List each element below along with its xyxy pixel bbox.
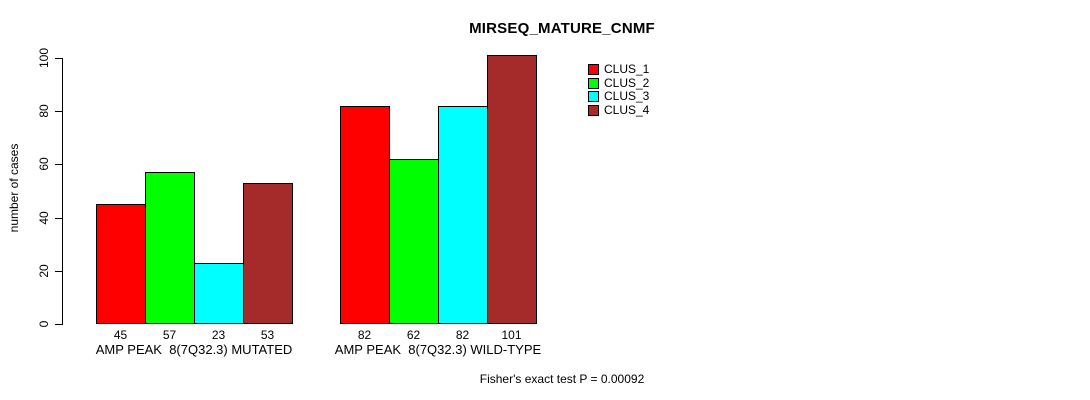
bar-value-label: 101 — [501, 328, 522, 342]
bar-clus_3-group1 — [194, 263, 244, 324]
legend-label: CLUS_4 — [604, 103, 650, 117]
legend-item-clus_4: CLUS_4 — [588, 103, 650, 117]
fisher-test-annotation: Fisher's exact test P = 0.00092 — [479, 372, 645, 386]
legend-item-clus_1: CLUS_1 — [588, 62, 650, 76]
chart-title: MIRSEQ_MATURE_CNMF — [469, 20, 655, 37]
y-tick-mark — [55, 164, 62, 165]
bar-value-label: 53 — [260, 328, 275, 342]
y-tick-mark — [55, 271, 62, 272]
bar-value-label: 82 — [357, 328, 372, 342]
bar-value-label: 82 — [455, 328, 470, 342]
y-tick-label: 60 — [37, 157, 51, 171]
legend-swatch-icon — [588, 63, 599, 75]
bar-clus_1-group1 — [96, 204, 146, 324]
bar-clus_4-group1 — [243, 183, 293, 324]
bar-clus_1-group2 — [340, 106, 390, 324]
bar-value-label: 57 — [162, 328, 177, 342]
legend-label: CLUS_1 — [604, 62, 650, 76]
legend-swatch-icon — [588, 104, 599, 116]
legend-swatch-icon — [588, 90, 599, 102]
y-tick-label: 80 — [37, 104, 51, 118]
legend-item-clus_2: CLUS_2 — [588, 76, 650, 90]
y-tick-mark — [55, 111, 62, 112]
group-label: AMP PEAK 8(7Q32.3) MUTATED — [95, 342, 293, 357]
bar-clus_3-group2 — [438, 106, 488, 324]
legend-swatch-icon — [588, 77, 599, 89]
bar-value-label: 45 — [113, 328, 128, 342]
legend-label: CLUS_3 — [604, 89, 650, 103]
y-tick-mark — [55, 324, 62, 325]
legend-label: CLUS_2 — [604, 76, 650, 90]
bar-clus_2-group1 — [145, 172, 195, 324]
y-tick-label: 100 — [37, 47, 51, 69]
y-tick-label: 40 — [37, 211, 51, 225]
bar-value-label: 23 — [211, 328, 226, 342]
y-axis-line — [62, 58, 63, 325]
y-tick-label: 20 — [37, 264, 51, 278]
y-tick-mark — [55, 58, 62, 59]
legend-item-clus_3: CLUS_3 — [588, 89, 650, 103]
y-tick-mark — [55, 218, 62, 219]
y-axis-label: number of cases — [7, 143, 21, 233]
y-tick-label: 0 — [37, 320, 51, 328]
bar-clus_2-group2 — [389, 159, 439, 324]
bar-clus_4-group2 — [487, 55, 537, 324]
group-label: AMP PEAK 8(7Q32.3) WILD-TYPE — [334, 342, 542, 357]
bar-value-label: 62 — [406, 328, 421, 342]
